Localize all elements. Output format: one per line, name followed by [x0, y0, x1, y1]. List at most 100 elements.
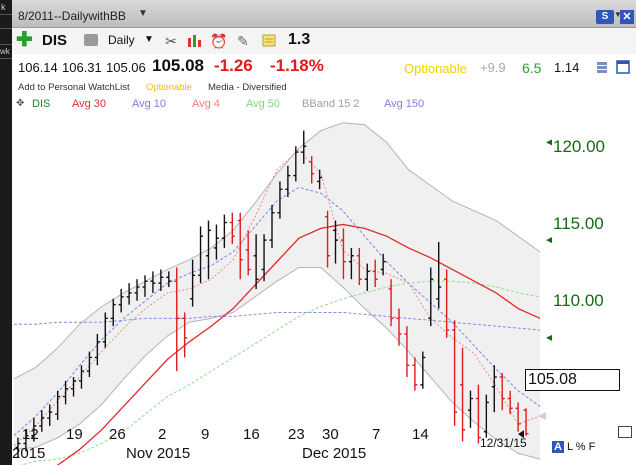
legend-avg30[interactable]: Avg 30 [72, 98, 107, 110]
price-bar [460, 347, 466, 442]
title-dropdown-icon[interactable]: ▼ [138, 8, 148, 19]
price-bar [340, 228, 346, 280]
price-bar [253, 234, 259, 289]
quote-extra-2: 6.5 [522, 60, 542, 76]
legend-bband[interactable]: BBand 15 2 [302, 98, 360, 110]
x-tick-label: 30 [322, 426, 339, 443]
price-bar [118, 289, 124, 313]
price-chart[interactable] [12, 113, 636, 465]
bollinger-band-fill [14, 122, 540, 460]
stack-icon[interactable] [596, 60, 608, 74]
x-tick-label: 7 [372, 426, 381, 443]
x-tick-label: 12 [22, 426, 39, 443]
price-bar [491, 365, 497, 413]
alarm-clock-icon[interactable]: ⏰ [210, 33, 228, 49]
x-tick-label: 16 [243, 426, 260, 443]
avg10-line [13, 186, 541, 437]
price-bar [444, 269, 450, 338]
notes-icon[interactable] [260, 32, 278, 50]
scale-options[interactable]: A L % F [552, 441, 596, 453]
period-dropdown-icon[interactable]: ▼ [144, 34, 154, 45]
chart-window: 8/2011--DailywithBB ▼ S ▼ ✕ ✚ DIS Daily … [12, 0, 636, 465]
optionable-info: Optionable [146, 82, 192, 93]
quote-change-pct: -1.18% [270, 56, 324, 75]
price-bar [412, 357, 418, 391]
legend-avg10[interactable]: Avg 10 [132, 98, 167, 110]
price-bar [102, 312, 108, 348]
symbol-label[interactable]: DIS [42, 32, 68, 49]
avg50-line [19, 280, 541, 465]
price-bar [467, 390, 473, 428]
legend-move-icon[interactable]: ✥ [16, 98, 25, 109]
scroll-arrow-icon [538, 412, 546, 420]
price-bar [47, 404, 53, 426]
avg150-line [14, 311, 541, 331]
price-bar [182, 312, 188, 358]
price-bar [134, 279, 140, 301]
resize-icon[interactable] [618, 426, 632, 438]
tools-icon[interactable]: ✂ [165, 33, 177, 49]
price-bar [126, 283, 132, 305]
price-bar [166, 271, 172, 288]
price-bar [507, 390, 513, 415]
add-icon[interactable]: ✚ [16, 29, 33, 51]
left-edge-panel: k wk [0, 0, 12, 465]
price-bar [356, 247, 362, 286]
price-chart-svg[interactable] [12, 113, 636, 465]
last-date-label: 12/31/15 [480, 436, 527, 450]
window-title[interactable]: 8/2011--DailywithBB [18, 9, 126, 23]
price-bar [325, 210, 331, 268]
price-bar [475, 384, 481, 444]
price-bar [261, 234, 267, 282]
x-tick-label: 9 [201, 426, 210, 443]
legend-avg4[interactable]: Avg 4 [192, 98, 220, 110]
x-month-label: Dec 2015 [302, 445, 367, 462]
price-bar [78, 365, 84, 389]
y-tick-label: 110.00 [553, 291, 604, 310]
price-bar [15, 437, 21, 458]
share-icon[interactable] [84, 34, 98, 46]
quote-low: 105.06 [106, 60, 146, 75]
y-tick-marker [546, 334, 552, 341]
toolbar: ✚ DIS Daily ▼ ✂ ⏰ ✎ 1.3 [12, 28, 636, 54]
add-watchlist-link[interactable]: Add to Personal WatchList [18, 82, 130, 93]
bollinger-lower-line [13, 266, 541, 460]
price-bar [515, 402, 521, 432]
price-bar [94, 333, 100, 366]
window-icon[interactable] [616, 60, 630, 74]
bar-chart-icon[interactable] [186, 32, 204, 50]
legend-dis[interactable]: DIS [32, 98, 51, 110]
price-bar [55, 390, 61, 421]
price-bar [317, 169, 323, 190]
x-tick-label: 14 [412, 426, 429, 443]
legend-avg50[interactable]: Avg 50 [246, 98, 281, 110]
s-dropdown-icon[interactable]: ▼ [614, 10, 622, 19]
price-bar [428, 267, 434, 327]
last-price-box: 105.08 [525, 369, 620, 391]
legend-avg150[interactable]: Avg 150 [384, 98, 425, 110]
sector-label: Media - Diversified [208, 82, 287, 93]
s-button[interactable]: S [596, 10, 614, 24]
price-bar [483, 394, 489, 438]
price-bar [150, 271, 156, 293]
close-icon[interactable]: ✕ [620, 10, 634, 24]
avg30-line [56, 223, 541, 465]
drawing-tool-icon[interactable]: ✎ [237, 33, 249, 49]
quote-extra-3: 1.14 [554, 60, 580, 75]
quote-high: 106.31 [62, 60, 102, 75]
price-bar [63, 380, 69, 405]
price-bar [110, 298, 116, 327]
price-bar [452, 320, 458, 426]
price-bar [221, 214, 227, 248]
price-bar [31, 418, 37, 442]
x-month-label: 2015 [12, 445, 46, 462]
quote-last: 105.08 [152, 56, 204, 75]
price-bar [158, 269, 164, 291]
y-tick-label: 115.00 [553, 214, 604, 233]
price-bar [269, 204, 275, 248]
x-month-label: Nov 2015 [126, 445, 191, 462]
price-bar [388, 279, 394, 327]
bollinger-upper-line [13, 122, 541, 380]
price-bar [301, 130, 307, 164]
period-select[interactable]: Daily [108, 33, 135, 47]
